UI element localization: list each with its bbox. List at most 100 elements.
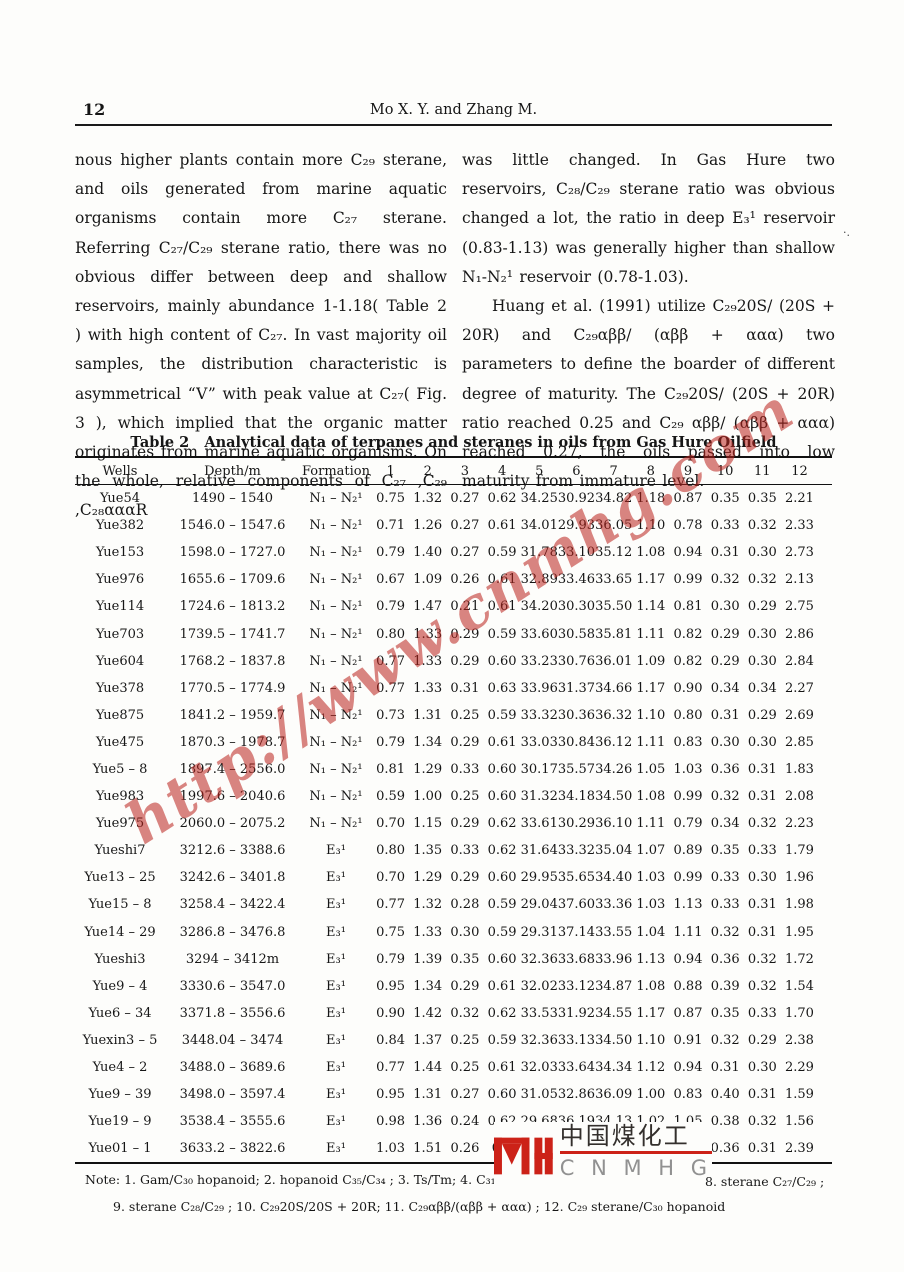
table-header-row: Wells Depth/m Formation 1 2 3 4 5 6 7 8 … [75, 458, 832, 485]
table-cell: 35.50 [595, 599, 633, 615]
table-cell: 0.73 [376, 707, 406, 723]
depth-cell: 3294 – 3412m [185, 951, 280, 967]
value-cells: 0.70 1.29 0.29 0.60 29.95 35.65 34.40 1.03 0.99 0… [372, 870, 832, 885]
formation-cell: N₁ – N₂¹ [309, 680, 363, 696]
table-cell: 1.04 [636, 924, 666, 940]
table-cell: 0.32 [747, 816, 777, 832]
table-row: Yue703 1739.5 – 1741.7 N₁ – N₂¹ 0.80 1.33… [75, 620, 832, 647]
table-cell: 0.25 [450, 1032, 480, 1048]
depth-cell: 3538.4 – 3555.6 [179, 1114, 286, 1130]
table-cell: 0.28 [450, 897, 480, 913]
table-row: Yueshi3 3294 – 3412m E₃¹ 0.79 1.39 0.35 0.6… [75, 946, 832, 973]
table-cell: 1.83 [785, 761, 814, 777]
depth-cell: 3286.8 – 3476.8 [179, 924, 286, 940]
table-cell: 35.57 [557, 761, 596, 777]
table-cell: 1.31 [413, 707, 443, 723]
formation-cell: E₃¹ [326, 897, 346, 913]
depth-cell: 3371.8 – 3556.6 [179, 1005, 286, 1021]
value-cells: 0.75 1.32 0.27 0.62 34.25 30.92 34.82 1.18 0.87 0… [372, 491, 832, 506]
formation-cell: N₁ – N₂¹ [309, 761, 363, 777]
table-cell: 33.60 [520, 626, 558, 642]
depth-cell: 2060.0 – 2075.2 [179, 816, 286, 832]
table-cell: 33.46 [557, 572, 596, 588]
table-cell: 0.29 [747, 1032, 777, 1048]
table-row: Yue875 1841.2 – 1959.7 N₁ – N₂¹ 0.73 1.31… [75, 702, 832, 729]
table-cell: 0.29 [450, 626, 480, 642]
depth-cell: 1997.6 – 2040.6 [179, 789, 286, 805]
table-cell: 0.27 [450, 545, 480, 561]
table-cell: 1.70 [785, 1005, 814, 1021]
table-cell: 1.40 [413, 545, 443, 561]
table-cell: 30.58 [557, 626, 596, 642]
table-cell: 29.95 [520, 870, 558, 886]
table-cell: 0.59 [487, 626, 517, 642]
table-cell: 31.78 [520, 545, 558, 561]
table-cell: 0.83 [673, 1087, 703, 1103]
depth-cell: 1897.4 – 2556.0 [179, 761, 286, 777]
table-cell: 35.04 [595, 843, 633, 859]
table-cell: 0.30 [747, 653, 777, 669]
table-cell: 32.03 [520, 1060, 558, 1076]
table-cell: 36.05 [595, 518, 633, 534]
table-cell: 0.39 [710, 978, 740, 994]
table-cell: 1.12 [636, 1060, 666, 1076]
well-cell: Yueshi3 [94, 951, 146, 967]
well-cell: Yue9 – 4 [92, 978, 148, 994]
table-row: Yue4 – 2 3488.0 – 3689.6 E₃¹ 0.77 1.44 0.2… [75, 1054, 832, 1081]
table-row: Yue604 1768.2 – 1837.8 N₁ – N₂¹ 0.77 1.33… [75, 648, 832, 675]
table-cell: 36.09 [595, 1087, 633, 1103]
table-cell: 0.70 [376, 870, 406, 886]
table-cell: 34.18 [557, 789, 596, 805]
table-cell: 0.33 [710, 897, 740, 913]
table-cell: 36.32 [595, 707, 633, 723]
table-cell: 0.32 [710, 789, 740, 805]
well-cell: Yue975 [95, 816, 145, 832]
col-header-6: 6 [572, 463, 581, 479]
table-cell: 0.31 [747, 761, 777, 777]
table-cell: 1.29 [413, 870, 443, 886]
table-row: Yue13 – 25 3242.6 – 3401.8 E₃¹ 0.70 1.29 0… [75, 864, 832, 891]
table-cell: 0.29 [747, 599, 777, 615]
table-cell: 2.27 [785, 680, 814, 696]
table-cell: 0.94 [673, 951, 703, 967]
table-cell: 35.81 [595, 626, 633, 642]
depth-cell: 3488.0 – 3689.6 [179, 1060, 286, 1076]
table-cell: 29.31 [520, 924, 558, 940]
table-cell: 0.29 [450, 870, 480, 886]
table-cell: 0.59 [487, 707, 517, 723]
well-cell: Yueshi7 [94, 843, 146, 859]
table-cell: 1.13 [673, 897, 703, 913]
mh-logo-icon [494, 1137, 553, 1175]
value-cells: 0.67 1.09 0.26 0.61 32.89 33.46 33.65 1.17 0.99 0… [372, 572, 832, 587]
table-cell: 1.17 [636, 572, 666, 588]
table-cell: 0.29 [747, 707, 777, 723]
depth-cell: 1739.5 – 1741.7 [179, 626, 286, 642]
table-cell: 0.35 [710, 491, 740, 507]
table-cell: 31.32 [520, 789, 558, 805]
table-cell: 1.33 [413, 924, 443, 940]
table-cell: 0.33 [450, 843, 480, 859]
table-cell: 1.51 [413, 1141, 443, 1157]
table-cell: 0.31 [747, 897, 777, 913]
table-cell: 0.84 [376, 1032, 406, 1048]
table-cell: 0.33 [747, 843, 777, 859]
table-cell: 34.01 [520, 518, 558, 534]
table-cell: 35.65 [557, 870, 596, 886]
table-cell: 1.07 [636, 843, 666, 859]
table-cell: 34.20 [520, 599, 558, 615]
table-row: Yue975 2060.0 – 2075.2 N₁ – N₂¹ 0.70 1.15… [75, 810, 832, 837]
formation-cell: N₁ – N₂¹ [309, 707, 363, 723]
table-cell: 1.17 [636, 1005, 666, 1021]
value-cells: 0.95 1.31 0.27 0.60 31.05 32.86 36.09 1.00 0.83 0… [372, 1087, 832, 1102]
value-cells: 0.77 1.32 0.28 0.59 29.04 37.60 33.36 1.03 1.13 0… [372, 897, 832, 912]
table-cell: 0.36 [710, 1141, 740, 1157]
table-cell: 1.33 [413, 653, 443, 669]
table-cell: 0.59 [487, 1032, 517, 1048]
table-row: Yue19 – 9 3538.4 – 3555.6 E₃¹ 0.98 1.36 0.… [75, 1108, 832, 1135]
table-cell: 32.02 [520, 978, 558, 994]
table-cell: 0.90 [376, 1005, 406, 1021]
table-cell: 0.35 [450, 951, 480, 967]
table-cell: 0.60 [487, 789, 517, 805]
formation-cell: N₁ – N₂¹ [309, 816, 363, 832]
col-header-11: 11 [754, 463, 771, 479]
